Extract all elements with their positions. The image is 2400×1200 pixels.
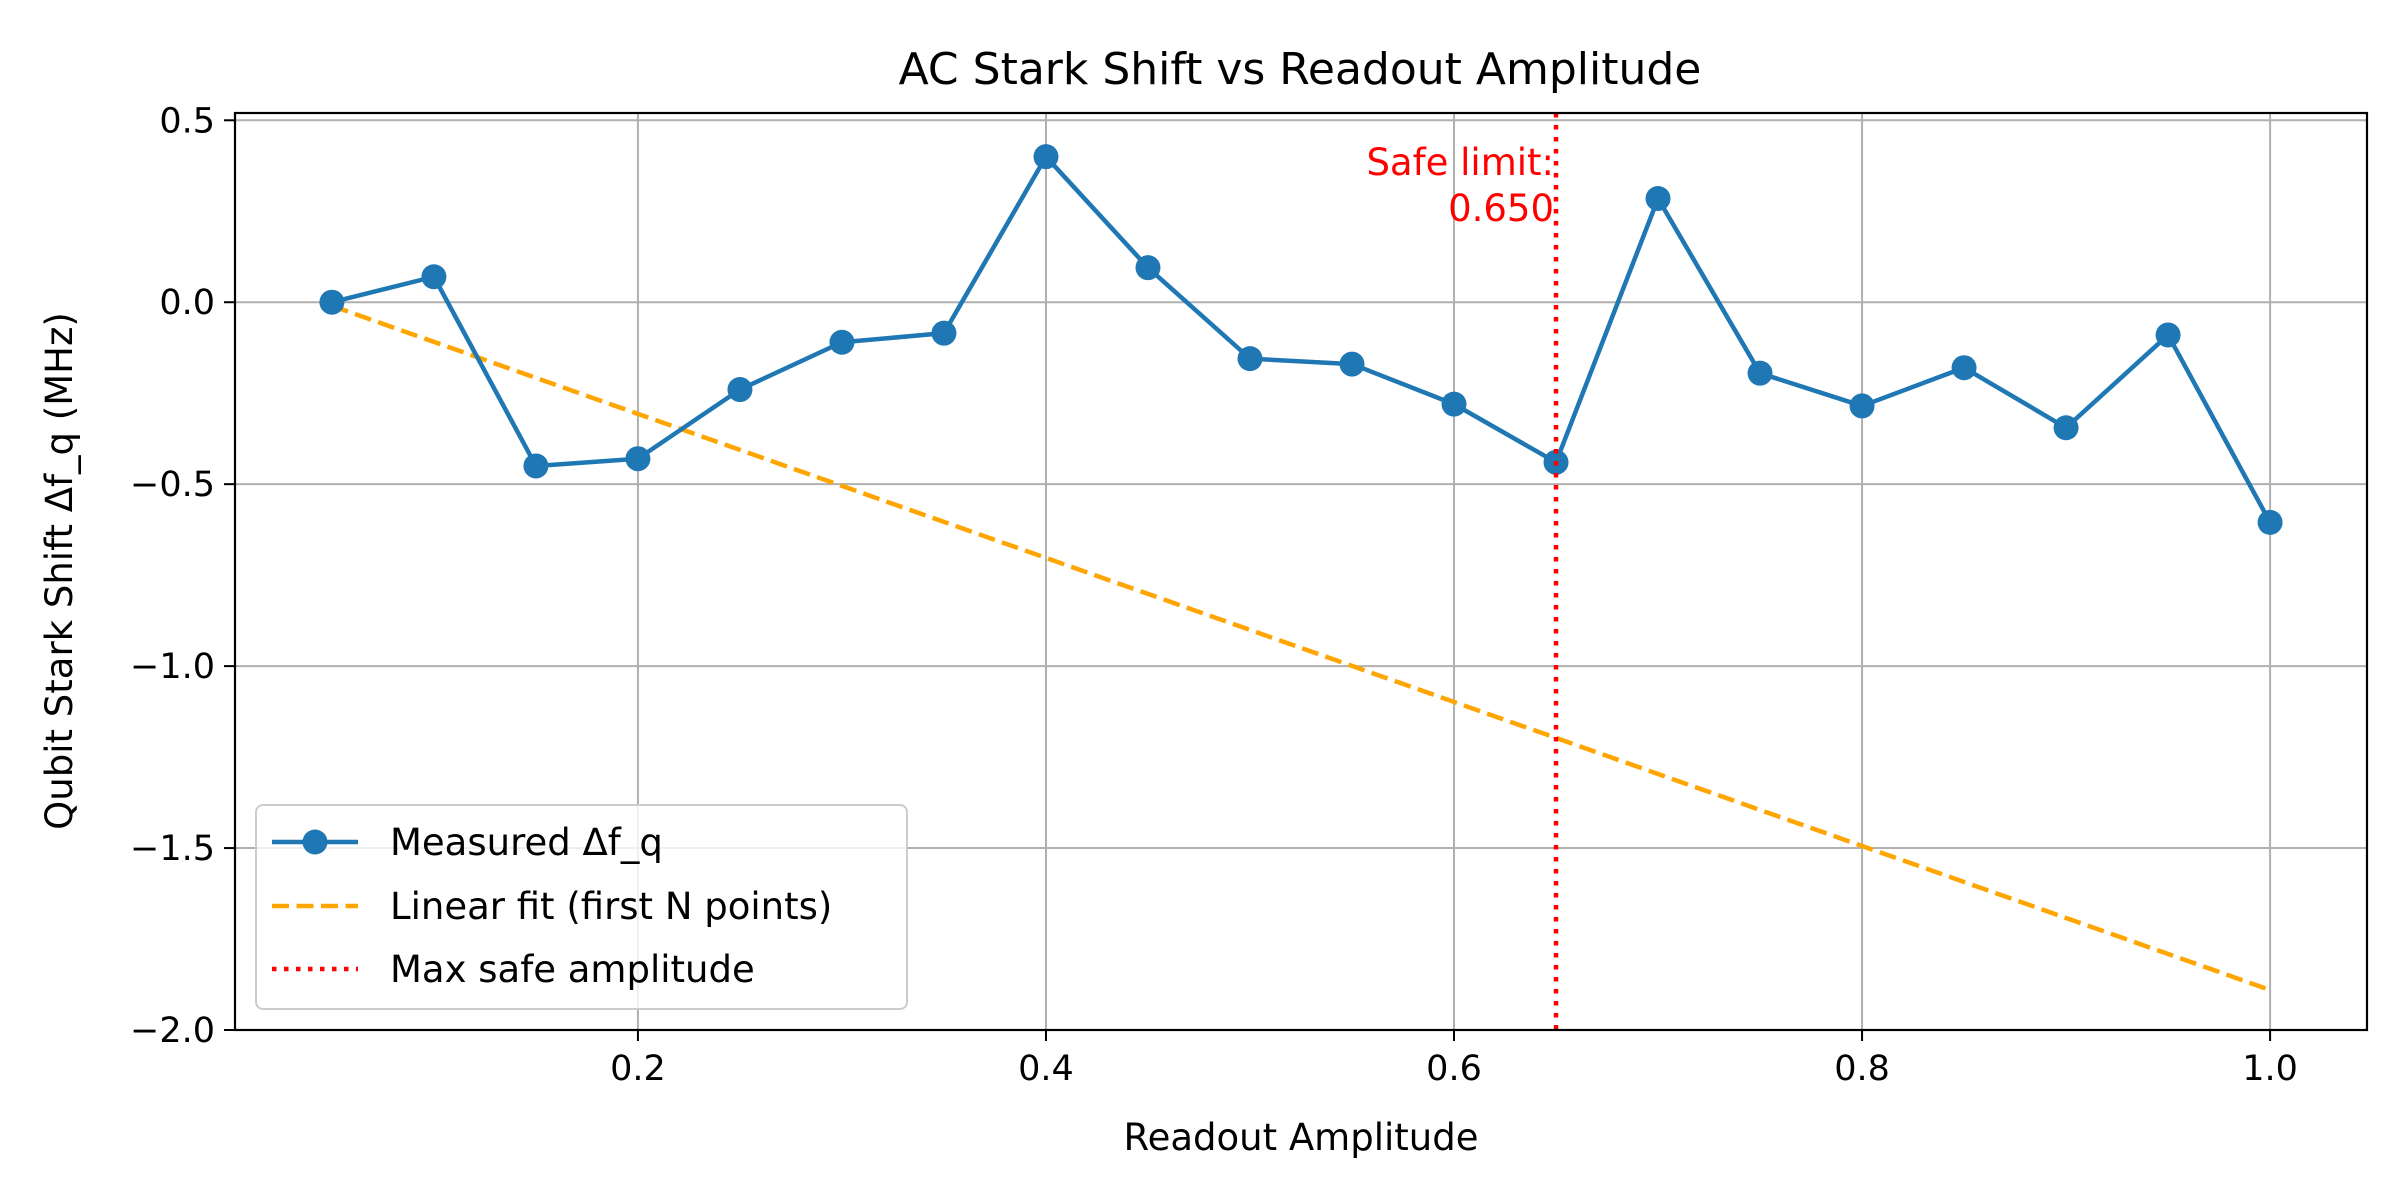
measured-point [1339,351,1365,377]
measured-point [2257,509,2283,535]
measured-point [523,453,549,479]
legend-box [255,804,908,1010]
legend: Measured Δf_q Linear fit (first N points)… [255,804,908,1010]
measured-point [1747,360,1773,386]
measured-point [1033,144,1059,170]
y-axis-label: Qubit Stark Shift Δf_q (MHz) [38,312,81,830]
annotation-line: 0.650 [1448,187,1554,230]
legend-label: Measured Δf_q [390,821,663,864]
x-tick-label: 1.0 [2242,1049,2298,1089]
y-tick-label: 0.0 [159,283,215,323]
axis-ticks: 0.2 0.4 0.6 0.8 1.0 0.5 0.0 −0.5 −1.0 −1.5 −2.0 [130,101,2298,1089]
y-tick-label: −2.0 [130,1011,215,1051]
y-tick-label: −1.5 [130,829,215,869]
measured-point [1441,391,1467,417]
x-tick-label: 0.4 [1018,1049,1074,1089]
measured-point [727,377,753,403]
legend-label: Max safe amplitude [390,948,755,991]
x-tick-label: 0.6 [1426,1049,1482,1089]
y-tick-label: −0.5 [130,465,215,505]
measured-point [1237,346,1263,372]
measured-line [331,154,2273,524]
measured-point [1135,255,1161,281]
measured-point [1849,393,1875,419]
annotation-line: Safe limit: [1366,141,1554,184]
x-axis-label: Readout Amplitude [1124,1116,1479,1159]
measured-point [625,446,651,472]
measured-point [2053,415,2079,441]
chart-title: AC Stark Shift vs Readout Amplitude [899,44,1702,95]
measured-point [1951,355,1977,381]
measured-point [421,264,447,290]
measured-point [1645,186,1671,212]
plot-series [319,113,2283,1030]
measured-point [829,329,855,355]
measured-point [931,320,957,346]
y-tick-label: 0.5 [159,101,215,141]
y-tick-label: −1.0 [130,647,215,687]
x-tick-label: 0.8 [1834,1049,1890,1089]
legend-swatch-marker [302,829,328,855]
safe-limit-annotation: Safe limit:0.650 [1366,141,1554,230]
measured-point [319,289,345,315]
measured-point [2155,322,2181,348]
legend-label: Linear fit (first N points) [390,885,832,928]
x-tick-label: 0.2 [610,1049,666,1089]
plot-frame [233,111,2369,1032]
